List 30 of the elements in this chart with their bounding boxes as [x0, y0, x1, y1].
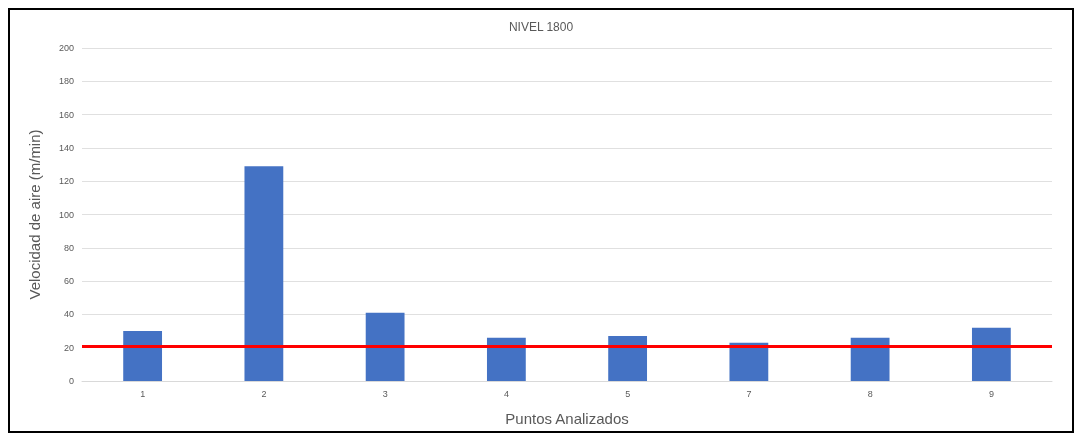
y-axis-title: Velocidad de aire (m/min) — [26, 129, 43, 300]
y-tick-label: 20 — [63, 342, 74, 353]
x-tick-label: 4 — [503, 388, 509, 399]
bar — [850, 337, 890, 381]
bar — [729, 342, 769, 381]
x-tick-label: 5 — [625, 388, 631, 399]
bar — [123, 331, 163, 381]
x-tick-label: 9 — [988, 388, 994, 399]
x-tick-label: 2 — [261, 388, 267, 399]
bar — [365, 312, 405, 381]
y-tick-label: 140 — [58, 142, 74, 153]
bar — [244, 166, 284, 381]
y-tick-label: 180 — [58, 76, 74, 87]
y-tick-label: 40 — [63, 309, 74, 320]
y-tick-label: 120 — [58, 176, 74, 187]
x-tick-label: 1 — [140, 388, 146, 399]
bar — [608, 336, 648, 381]
chart-title: NIVEL 1800 — [508, 20, 574, 34]
y-tick-label: 100 — [58, 209, 74, 220]
x-axis-title: Puntos Analizados — [505, 410, 629, 427]
y-tick-label: 160 — [58, 109, 74, 120]
x-tick-label: 3 — [382, 388, 388, 399]
x-tick-label: 8 — [867, 388, 873, 399]
y-tick-label: 0 — [68, 376, 74, 386]
bar — [486, 337, 526, 381]
bar — [971, 327, 1011, 381]
y-tick-label: 200 — [58, 43, 74, 53]
y-tick-label: 80 — [63, 242, 74, 253]
y-tick-label: 60 — [63, 276, 74, 287]
x-tick-label: 7 — [746, 388, 752, 399]
